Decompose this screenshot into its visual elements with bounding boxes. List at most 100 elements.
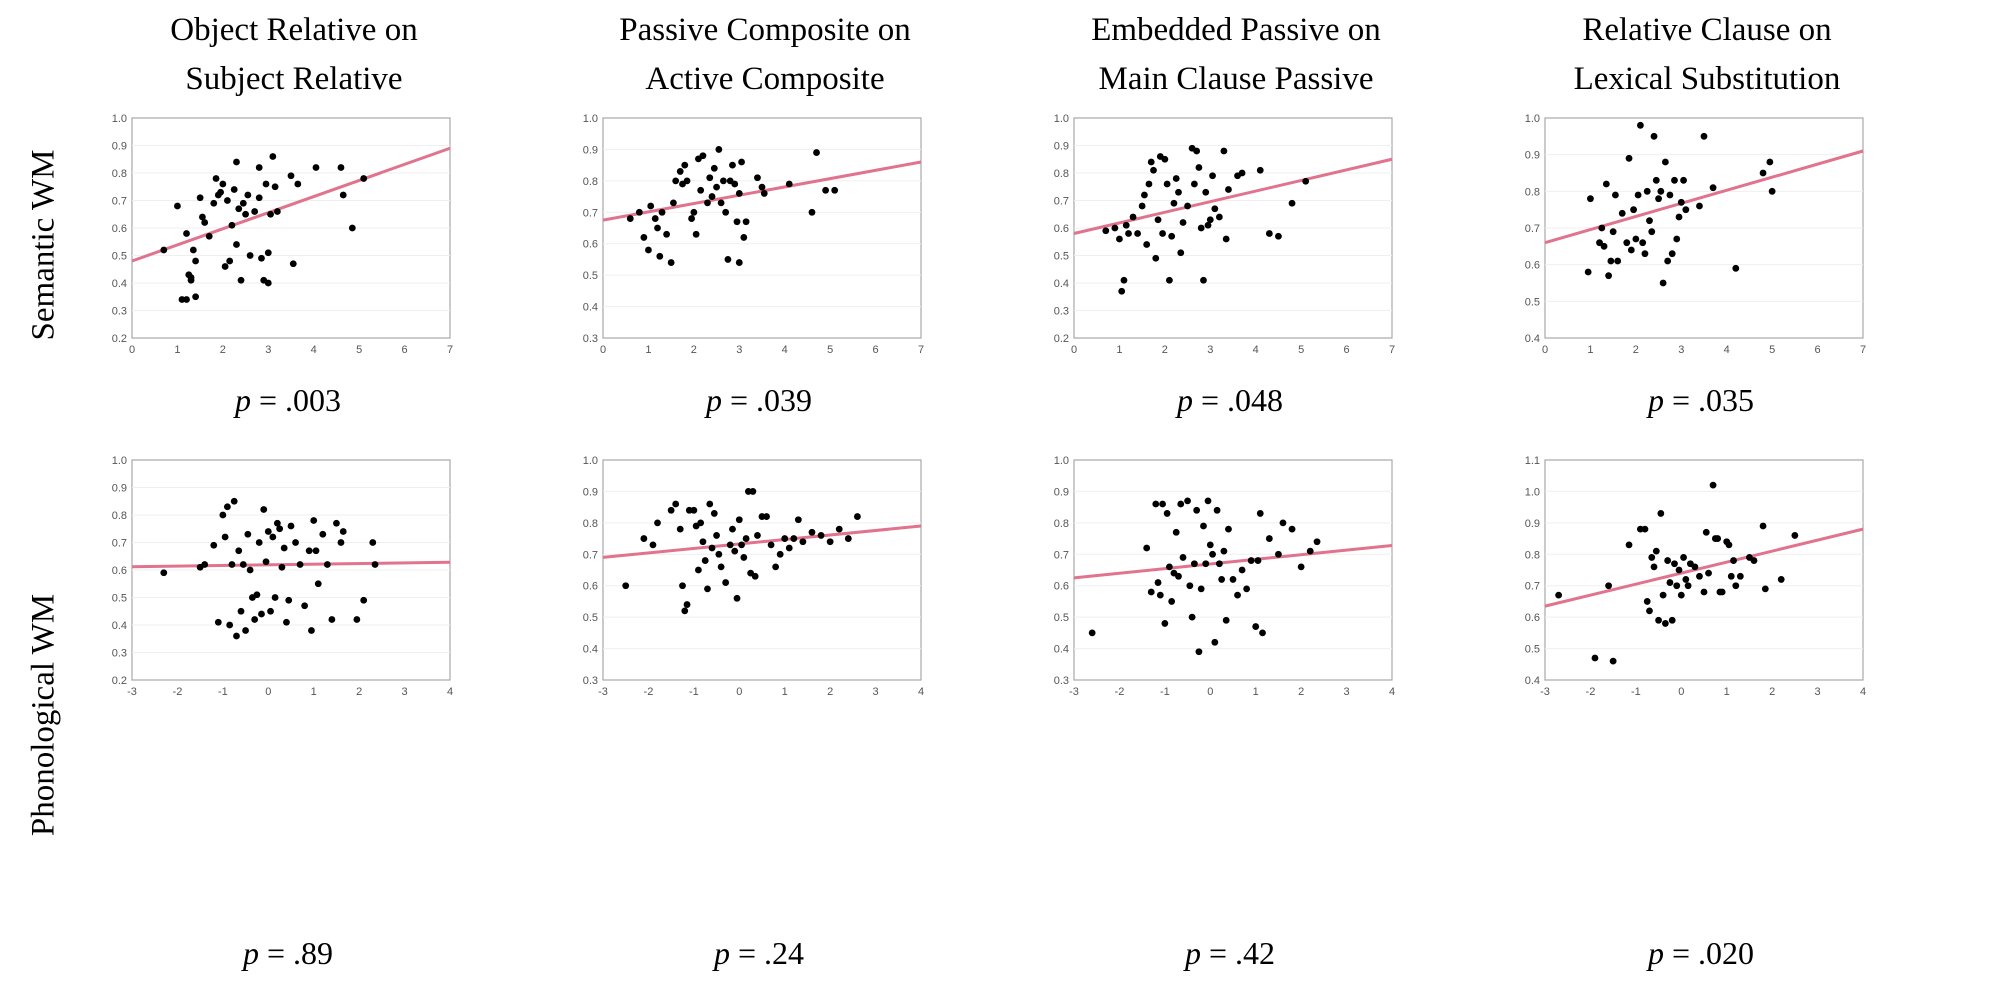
data-point — [273, 519, 281, 527]
data-point — [742, 535, 750, 542]
p-value-label: p = .039 — [705, 382, 813, 418]
data-point — [1306, 547, 1314, 555]
x-tick-label: 2 — [220, 344, 226, 356]
data-point — [790, 535, 798, 542]
data-point — [1156, 591, 1164, 599]
data-point — [1641, 525, 1649, 533]
x-tick-label: 3 — [1815, 686, 1821, 698]
data-point — [1154, 579, 1162, 586]
data-point — [1175, 188, 1182, 196]
scatter-plot: 0.4 0.5 0.6 0.7 0.8 0.9 1.0 0 1 2 3 4 5 6 7 — [1525, 113, 1866, 356]
data-point — [731, 547, 739, 555]
y-tick-label: 0.5 — [1525, 296, 1540, 308]
data-point — [656, 252, 664, 260]
x-tick-label: 5 — [1298, 344, 1304, 356]
x-tick-label: 1 — [645, 344, 651, 356]
y-tick-label: 0.8 — [583, 518, 598, 530]
y-tick-label: 0.7 — [583, 207, 598, 219]
data-point — [1134, 230, 1141, 237]
data-point — [1254, 557, 1262, 564]
data-point — [267, 210, 274, 218]
data-point — [1596, 239, 1603, 247]
y-tick-label: 0.3 — [1054, 675, 1069, 687]
data-point — [258, 610, 265, 618]
data-point — [808, 528, 816, 536]
data-point — [1275, 550, 1282, 558]
y-tick-label: 0.7 — [583, 549, 598, 561]
data-point — [658, 208, 666, 216]
data-point — [1152, 500, 1160, 508]
data-point — [1614, 257, 1622, 265]
p-value-label: p = .42 — [1184, 935, 1276, 971]
x-tick-label: 1 — [1724, 686, 1730, 698]
data-point — [1197, 224, 1205, 232]
data-point — [287, 522, 295, 530]
data-point — [1172, 175, 1180, 182]
data-point — [224, 503, 231, 511]
data-point — [704, 585, 711, 593]
data-point — [1555, 591, 1563, 599]
data-point — [1709, 481, 1717, 489]
data-point — [278, 563, 286, 571]
y-tick-label: 0.5 — [112, 251, 127, 263]
x-tick-label: 1 — [174, 344, 180, 356]
x-tick-label: 1 — [311, 686, 317, 698]
data-point — [1705, 569, 1712, 577]
data-point — [242, 627, 249, 634]
y-tick-label: 0.7 — [112, 538, 127, 550]
data-point — [635, 208, 643, 216]
data-point — [314, 580, 322, 588]
data-point — [785, 180, 793, 188]
data-point — [1143, 241, 1151, 248]
data-point — [697, 519, 705, 527]
data-point — [713, 183, 720, 191]
data-point — [160, 246, 168, 254]
data-point — [1172, 528, 1180, 536]
data-point — [1696, 202, 1703, 210]
data-point — [283, 618, 290, 626]
y-tick-label: 0.3 — [583, 675, 598, 687]
data-point — [688, 215, 695, 222]
data-point — [1725, 541, 1733, 549]
data-point — [776, 550, 784, 558]
data-point — [1605, 582, 1612, 590]
data-point — [1671, 560, 1678, 568]
data-point — [1129, 213, 1137, 221]
data-point — [226, 257, 234, 265]
y-tick-label: 1.0 — [112, 113, 127, 125]
data-point — [1696, 572, 1703, 580]
x-tick-label: 3 — [873, 686, 879, 698]
data-point — [672, 177, 680, 185]
x-tick-label: 3 — [265, 344, 271, 356]
x-tick-label: 0 — [600, 344, 606, 356]
y-tick-label: 1.0 — [1525, 486, 1540, 498]
data-point — [667, 259, 675, 266]
data-point — [1195, 648, 1203, 656]
data-point — [681, 161, 689, 169]
x-tick-label: 1 — [1116, 344, 1122, 356]
data-point — [835, 525, 843, 533]
y-tick-label: 0.4 — [1054, 278, 1069, 290]
data-point — [323, 561, 331, 568]
data-point — [1675, 566, 1683, 574]
data-point — [1600, 242, 1608, 250]
data-point — [826, 538, 834, 546]
column-title-4: Relative Clause on Lexical Substitution — [1517, 6, 1897, 104]
x-tick-label: 5 — [356, 344, 362, 356]
data-point — [726, 541, 734, 549]
data-point — [706, 500, 714, 508]
data-point — [1141, 191, 1148, 199]
data-point — [1163, 510, 1171, 517]
scatter-panel-semantic-object-relative: 0.2 0.3 0.4 0.5 0.6 0.7 0.8 0.9 1.0 0 1 2 3 4 5 6 7 — [96, 110, 458, 358]
data-point — [1225, 525, 1232, 533]
data-point — [1247, 557, 1255, 564]
data-point — [1718, 588, 1726, 596]
data-point — [1116, 235, 1123, 243]
data-point — [683, 601, 691, 608]
data-point — [1648, 228, 1656, 236]
data-point — [729, 525, 736, 533]
y-tick-label: 0.3 — [112, 648, 127, 660]
y-tick-label: 0.6 — [1054, 581, 1069, 593]
data-point — [1612, 191, 1619, 199]
column-title-3: Embedded Passive on Main Clause Passive — [1046, 6, 1426, 104]
